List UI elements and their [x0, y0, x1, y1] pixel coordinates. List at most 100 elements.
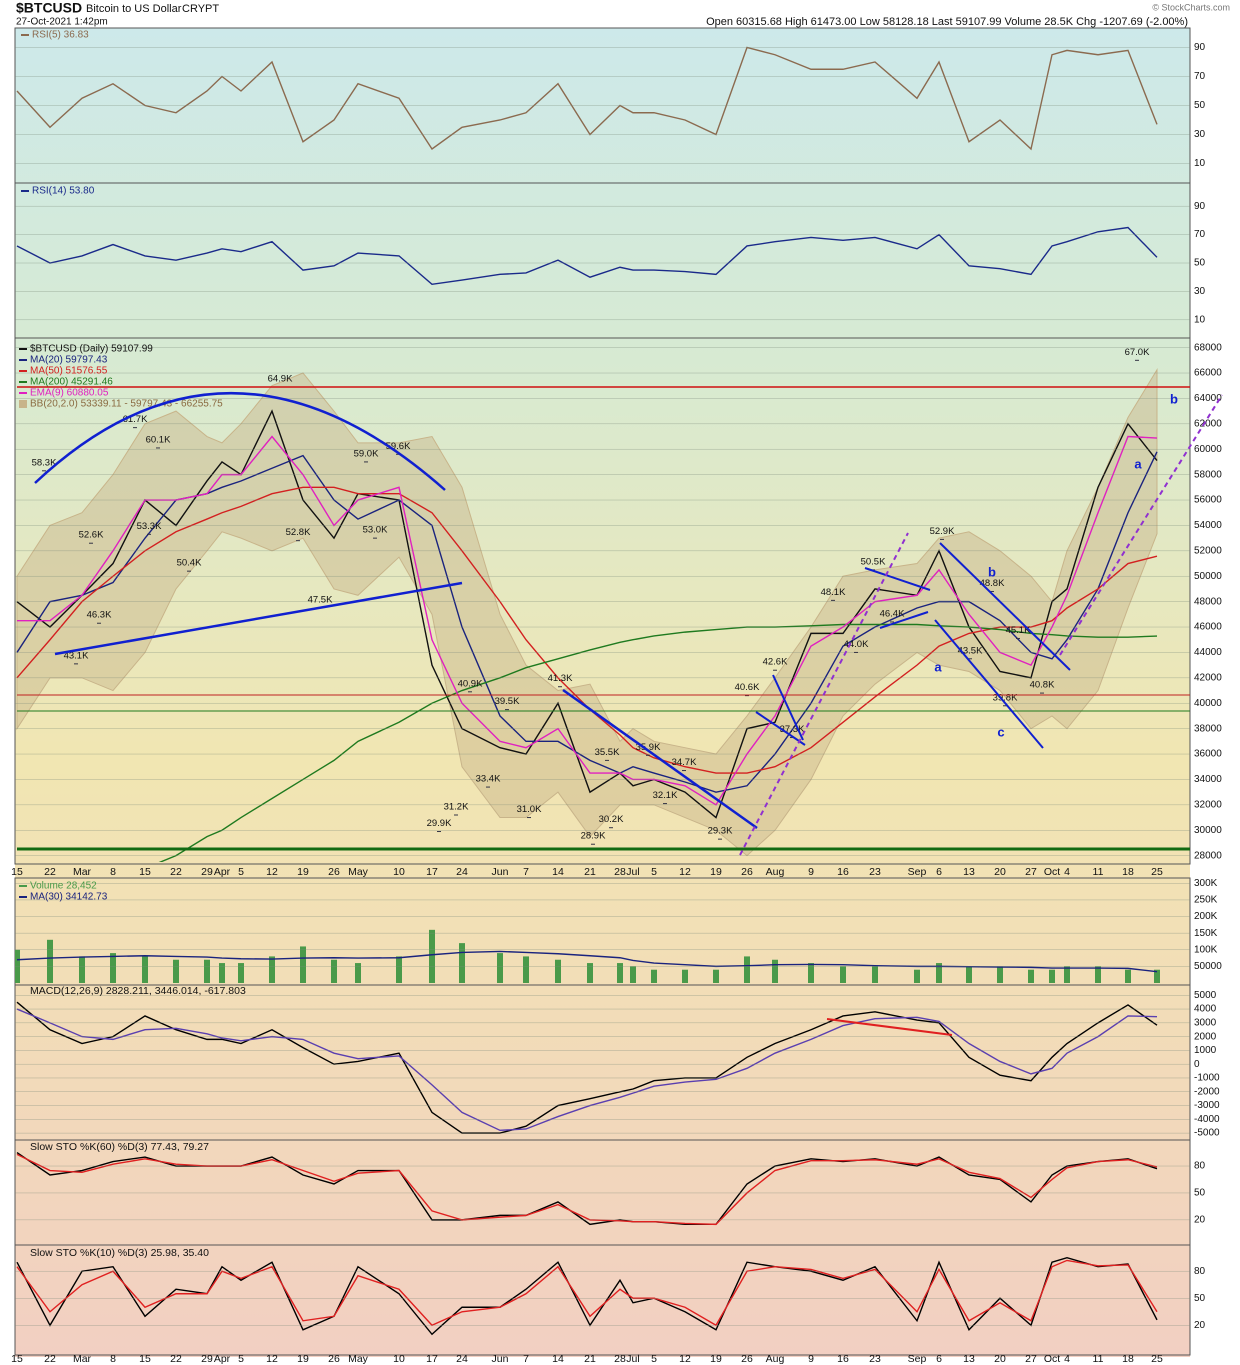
- y-tick-label: 70: [1194, 229, 1206, 240]
- volume-bar: [630, 966, 636, 983]
- y-tick-label: 30000: [1194, 825, 1222, 836]
- volume-bar: [47, 939, 53, 983]
- volume-bar: [79, 956, 85, 983]
- x-tick-label: 23: [869, 866, 881, 878]
- x-tick-label: 24: [456, 866, 468, 878]
- volume-bar: [808, 963, 814, 983]
- wave-label: c: [997, 724, 1004, 739]
- x-tick-label: 19: [710, 1353, 722, 1365]
- x-tick-label: 22: [170, 1353, 182, 1365]
- x-tick-label: 21: [584, 866, 596, 878]
- volume-bar: [1028, 969, 1034, 983]
- price-annotation: 39.5K: [495, 696, 520, 707]
- volume-bar: [497, 953, 503, 983]
- volume-bar: [936, 963, 942, 983]
- series-line: [16, 486, 1158, 774]
- legend-label: BB(20,2.0) 53339.11 - 59797.43 - 66255.7…: [30, 399, 223, 410]
- y-tick-label: 46000: [1194, 622, 1222, 633]
- price-annotation: 48.1K: [821, 587, 846, 598]
- x-tick-label: 8: [110, 1353, 116, 1365]
- price-annotation: 31.2K: [444, 802, 469, 813]
- y-tick-label: 36000: [1194, 749, 1222, 760]
- y-tick-label: 100K: [1194, 944, 1218, 955]
- y-tick-label: 38000: [1194, 723, 1222, 734]
- price-annotation: 52.9K: [930, 526, 955, 537]
- y-tick-label: 50000: [1194, 961, 1222, 972]
- legend-label: MA(20) 59797.43: [30, 355, 108, 366]
- volume-bar: [713, 969, 719, 983]
- plot-bg: [15, 28, 1190, 1357]
- price-annotation: 40.8K: [1030, 680, 1055, 691]
- wave-label: a: [1134, 456, 1142, 471]
- x-tick-label: 17: [426, 1353, 438, 1365]
- x-tick-label: 7: [523, 1353, 529, 1365]
- y-tick-label: 20: [1194, 1320, 1206, 1331]
- timestamp: 27-Oct-2021 1:42pm: [16, 17, 108, 28]
- x-tick-label: Oct: [1044, 866, 1060, 878]
- volume-bar: [355, 963, 361, 983]
- y-tick-label: 250K: [1194, 895, 1218, 906]
- panel: [15, 929, 1160, 983]
- price-annotation: 42.6K: [763, 657, 788, 668]
- price-annotation: 58.3K: [32, 457, 57, 468]
- price-annotation: 40.9K: [458, 678, 483, 689]
- price-annotation: 60.1K: [146, 434, 171, 445]
- x-tick-label: 6: [936, 1353, 942, 1365]
- price-annotation: 52.6K: [79, 530, 104, 541]
- x-tick-label: May: [348, 866, 369, 878]
- panel: [16, 46, 1158, 151]
- x-tick-label: 12: [679, 866, 691, 878]
- y-tick-label: 1000: [1194, 1045, 1217, 1056]
- y-tick-label: 10: [1194, 314, 1206, 325]
- x-tick-label: 24: [456, 1353, 468, 1365]
- y-tick-label: 50000: [1194, 571, 1222, 582]
- panel-title: Slow STO %K(60) %D(3) 77.43, 79.27: [30, 1141, 209, 1153]
- y-tick-label: 56000: [1194, 495, 1222, 506]
- legend-label: MA(30) 34142.73: [30, 892, 108, 903]
- volume-bar: [396, 956, 402, 983]
- y-tick-label: 0: [1194, 1059, 1200, 1070]
- price-annotation: 39.8K: [993, 692, 1018, 703]
- volume-bar: [142, 956, 148, 983]
- y-tick-label: 90: [1194, 201, 1206, 212]
- panel: [16, 1001, 1158, 1134]
- x-tick-label: 26: [741, 866, 753, 878]
- legend-label: RSI(14) 53.80: [32, 186, 95, 197]
- x-tick-label: 8: [110, 866, 116, 878]
- volume-bar: [772, 959, 778, 983]
- x-tick-label: 29: [201, 1353, 213, 1365]
- x-tick-label: 5: [238, 1353, 244, 1365]
- x-tick-label: Aug: [766, 866, 785, 878]
- x-tick-label: 16: [837, 1353, 849, 1365]
- panel: [16, 367, 1158, 862]
- price-annotation: 40.6K: [735, 682, 760, 693]
- x-tick-label: 25: [1151, 866, 1163, 878]
- y-tick-label: -1000: [1194, 1073, 1220, 1084]
- trendlines: [17, 386, 1223, 1036]
- x-tick-label: 6: [936, 866, 942, 878]
- x-tick-label: 15: [11, 866, 23, 878]
- x-tick-label: Jul: [626, 1353, 639, 1365]
- x-tick-label: 10: [393, 1353, 405, 1365]
- price-annotation: 31.0K: [517, 804, 542, 815]
- y-tick-label: -3000: [1194, 1100, 1220, 1111]
- y-tick-label: 5000: [1194, 990, 1217, 1001]
- series-line: [16, 46, 1158, 151]
- x-tick-label: Mar: [73, 866, 92, 878]
- x-tick-label: Mar: [73, 1353, 92, 1365]
- y-tick-label: 66000: [1194, 368, 1222, 379]
- y-tick-label: 30: [1194, 286, 1206, 297]
- price-annotation: 43.5K: [958, 645, 983, 656]
- volume-bar: [682, 969, 688, 983]
- y-tick-label: 50: [1194, 100, 1206, 111]
- y-tick-label: 50: [1194, 258, 1206, 269]
- x-tick-label: 11: [1093, 1353, 1104, 1365]
- price-annotation: 50.5K: [861, 556, 886, 567]
- y-tick-label: 60000: [1194, 444, 1222, 455]
- series-line: [16, 226, 1158, 286]
- x-tick-label: 26: [741, 1353, 753, 1365]
- x-tick-label: 27: [1025, 1353, 1037, 1365]
- volume-bar: [110, 953, 116, 983]
- y-tick-label: 50: [1194, 1293, 1206, 1304]
- wave-label: a: [934, 659, 942, 674]
